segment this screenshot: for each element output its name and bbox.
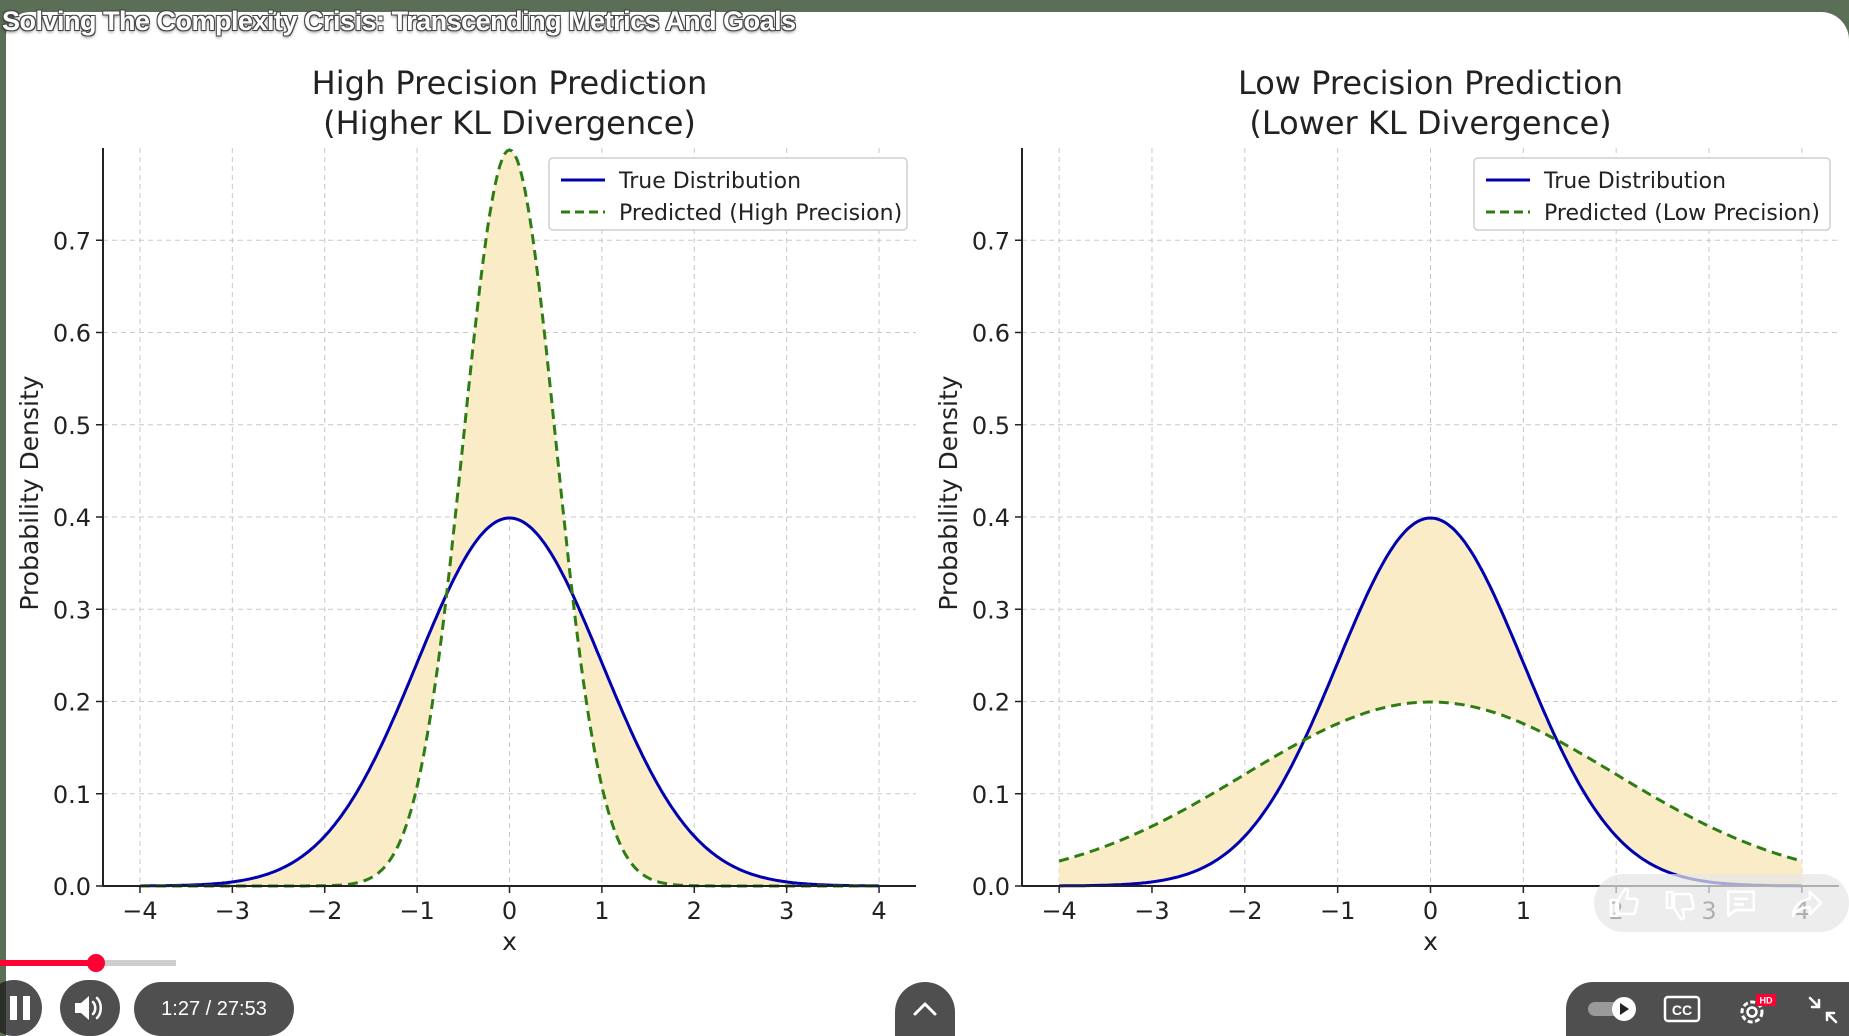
y-tick-label: 0.0	[972, 873, 1010, 901]
settings-button[interactable]: HD	[1734, 992, 1778, 1028]
x-axis-label: x	[502, 927, 517, 956]
dislike-icon[interactable]	[1664, 888, 1698, 922]
chart-2: −4−3−2−1012340.00.10.20.30.40.50.60.7Low…	[934, 64, 1839, 956]
x-axis-label: x	[1423, 927, 1438, 956]
x-tick-label: 0	[1423, 897, 1438, 925]
legend: True Distribution Predicted (High Precisi…	[548, 157, 908, 231]
x-tick-label: 1	[1516, 897, 1531, 925]
charts-canvas: −4 −3 −2 −1 0 1 2 3 4 0.0 0.1 0.2 0.3 0.4 0.5 0.6 0.7 Hig…	[15, 64, 1839, 956]
x-tick-label: −2	[1227, 897, 1262, 925]
x-tick-label: −3	[1134, 897, 1169, 925]
chevron-up-icon	[913, 1002, 937, 1016]
share-icon[interactable]	[1790, 886, 1824, 920]
x-tick-label: −1	[399, 897, 434, 925]
y-tick-label: 0.6	[53, 320, 91, 348]
right-controls: CC HD	[1566, 982, 1849, 1036]
chart-title: (Lower KL Divergence)	[1249, 104, 1611, 142]
true-distribution-line	[140, 516, 879, 888]
x-tick-label: −4	[122, 897, 157, 925]
y-tick-label: 0.5	[972, 412, 1010, 440]
y-tick-label: 0.3	[53, 596, 91, 624]
video-title: Solving The Complexity Crisis: Transcend…	[2, 6, 796, 36]
y-tick-label: 0.3	[972, 596, 1010, 624]
x-tick-label: 0	[502, 897, 517, 925]
legend-label: Predicted (High Precision)	[619, 201, 902, 226]
x-tick-label: −2	[307, 897, 342, 925]
chart-title: High Precision Prediction	[312, 64, 708, 102]
autoplay-toggle[interactable]	[1586, 996, 1640, 1022]
x-tick-label: −3	[215, 897, 250, 925]
legend: True Distribution Predicted (Low Precisio…	[1473, 157, 1831, 231]
volume-button[interactable]	[60, 980, 120, 1036]
x-tick-label: 2	[687, 897, 702, 925]
exit-fullscreen-icon	[1808, 996, 1838, 1024]
x-tick-label: −1	[1320, 897, 1355, 925]
like-icon[interactable]	[1608, 886, 1642, 920]
y-axis-label: Probability Density	[15, 375, 44, 610]
chart-title: Low Precision Prediction	[1238, 64, 1623, 102]
exit-fullscreen-button[interactable]	[1806, 994, 1840, 1026]
y-tick-label: 0.2	[972, 689, 1010, 717]
volume-icon	[75, 996, 102, 1020]
pause-icon	[10, 996, 30, 1020]
legend-label: Predicted (Low Precision)	[1544, 201, 1820, 226]
y-tick-label: 0.1	[53, 781, 91, 809]
y-tick-label: 0.7	[972, 227, 1010, 255]
y-axis-label: Probability Density	[934, 375, 963, 610]
legend-label: True Distribution	[618, 169, 801, 194]
progress-played	[0, 960, 97, 966]
legend-box	[548, 157, 908, 231]
x-tick-label: −4	[1041, 897, 1076, 925]
x-tick-label: 4	[871, 897, 886, 925]
y-tick-label: 0.1	[972, 781, 1010, 809]
y-tick-label: 0.6	[972, 320, 1010, 348]
expand-chapters-button[interactable]	[895, 982, 955, 1036]
captions-button[interactable]: CC	[1662, 994, 1702, 1024]
progress-scrubber-handle[interactable]	[87, 954, 106, 972]
chart-title: (Higher KL Divergence)	[323, 104, 696, 142]
chart-1: −4 −3 −2 −1 0 1 2 3 4 0.0 0.1 0.2 0.3 0.4 0.5 0.6 0.7 Hig…	[15, 64, 916, 956]
settings-icon: HD	[1740, 994, 1776, 1024]
captions-label: CC	[1672, 1002, 1692, 1018]
predicted-distribution-line	[1058, 700, 1803, 863]
captions-icon: CC	[1663, 995, 1701, 1023]
x-tick-label: 3	[779, 897, 794, 925]
time-display: 1:27 / 27:53	[134, 982, 294, 1036]
video-frame[interactable]: −4 −3 −2 −1 0 1 2 3 4 0.0 0.1 0.2 0.3 0.4 0.5 0.6 0.7 Hig…	[6, 12, 1849, 1036]
y-tick-label: 0.7	[53, 227, 91, 255]
progress-bar[interactable]	[0, 954, 1849, 972]
autoplay-toggle-icon	[1588, 997, 1636, 1021]
legend-label: True Distribution	[1543, 169, 1726, 194]
x-tick-label: 1	[594, 897, 609, 925]
y-tick-label: 0.0	[53, 873, 91, 901]
y-tick-label: 0.4	[53, 504, 91, 532]
legend-box	[1473, 157, 1831, 231]
y-tick-label: 0.2	[53, 689, 91, 717]
action-pill	[1594, 874, 1849, 932]
quality-badge: HD	[1760, 996, 1773, 1006]
y-tick-label: 0.4	[972, 504, 1010, 532]
y-tick-label: 0.5	[53, 412, 91, 440]
comments-icon[interactable]	[1724, 886, 1758, 920]
